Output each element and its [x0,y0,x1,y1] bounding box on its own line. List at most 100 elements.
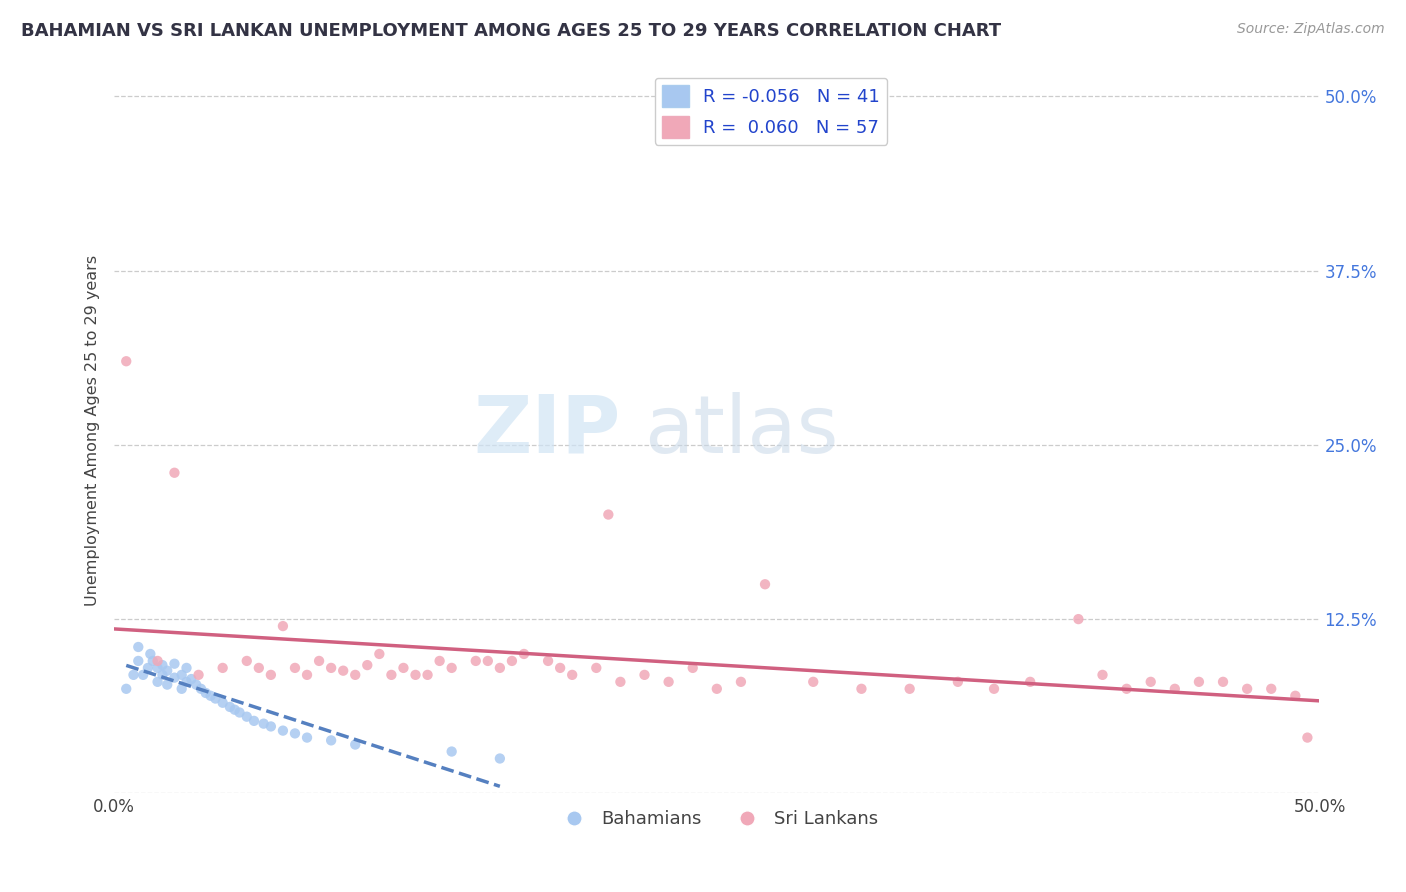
Point [271,619,294,633]
Point [1188,674,1211,689]
Point [308,654,330,668]
Point [1164,681,1187,696]
Point [440,661,463,675]
Point [115,681,138,696]
Point [1019,674,1042,689]
Point [706,681,728,696]
Point [898,681,921,696]
Point [156,664,179,678]
Point [429,654,451,668]
Point [1115,681,1137,696]
Point [633,668,655,682]
Point [146,661,169,675]
Point [392,661,415,675]
Point [380,668,402,682]
Point [851,681,873,696]
Point [211,661,233,675]
Point [271,723,294,738]
Point [405,668,427,682]
Point [142,654,165,668]
Point [1212,674,1234,689]
Point [163,671,186,685]
Point [163,657,186,671]
Point [1260,681,1282,696]
Point [204,691,226,706]
Text: Source: ZipAtlas.com: Source: ZipAtlas.com [1237,22,1385,37]
Point [561,668,583,682]
Point [219,700,242,714]
Point [489,751,512,765]
Point [253,716,276,731]
Point [152,658,174,673]
Point [176,674,198,689]
Point [501,654,523,668]
Point [211,696,233,710]
Point [658,674,681,689]
Point [321,661,343,675]
Point [194,686,217,700]
Text: ZIP: ZIP [474,392,620,470]
Point [132,668,155,682]
Point [946,674,969,689]
Point [200,689,222,703]
Point [598,508,620,522]
Point [477,654,499,668]
Point [513,647,536,661]
Point [464,654,486,668]
Point [489,661,512,675]
Point [730,674,752,689]
Point [537,654,560,668]
Point [187,668,209,682]
Point [1067,612,1090,626]
Point [243,714,266,728]
Point [284,661,307,675]
Point [332,664,354,678]
Point [1236,681,1258,696]
Point [236,709,259,723]
Point [186,678,208,692]
Point [127,640,149,654]
Point [152,668,174,682]
Point [115,354,138,368]
Point [548,661,571,675]
Point [1284,689,1306,703]
Point [284,726,307,740]
Point [1139,674,1161,689]
Point [321,733,343,747]
Point [247,661,270,675]
Point [224,703,246,717]
Point [344,738,367,752]
Point [260,668,283,682]
Point [368,647,391,661]
Point [754,577,776,591]
Point [1296,731,1319,745]
Point [344,668,367,682]
Point [127,654,149,668]
Point [146,674,169,689]
Point [176,661,198,675]
Point [585,661,607,675]
Point [180,672,202,686]
Point [163,466,186,480]
Point [416,668,439,682]
Point [1091,668,1114,682]
Legend: Bahamians, Sri Lankans: Bahamians, Sri Lankans [548,803,884,835]
Point [260,719,283,733]
Point [801,674,824,689]
Point [682,661,704,675]
Point [170,668,193,682]
Point [228,706,250,720]
Point [156,678,179,692]
Point [139,647,162,661]
Point [295,731,318,745]
Point [146,654,169,668]
Point [170,681,193,696]
Point [295,668,318,682]
Point [136,661,159,675]
Point [356,658,378,673]
Point [236,654,259,668]
Point [122,668,145,682]
Point [190,681,212,696]
Text: BAHAMIAN VS SRI LANKAN UNEMPLOYMENT AMONG AGES 25 TO 29 YEARS CORRELATION CHART: BAHAMIAN VS SRI LANKAN UNEMPLOYMENT AMON… [21,22,1001,40]
Point [440,745,463,759]
